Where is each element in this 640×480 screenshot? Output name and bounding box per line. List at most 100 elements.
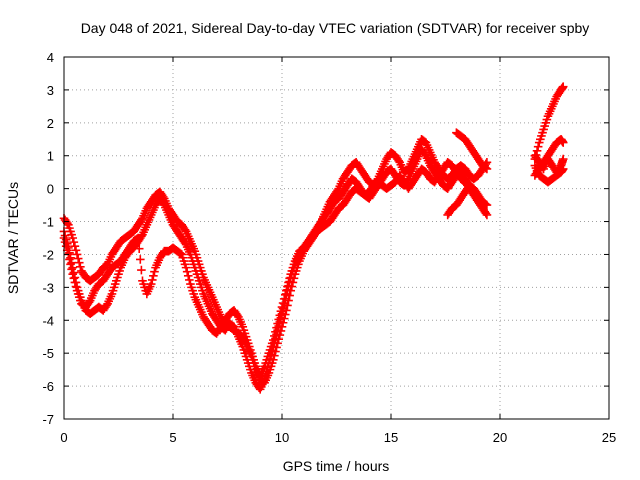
data-point [113, 273, 122, 282]
y-axis-label: SDTVAR / TECUs [5, 182, 21, 294]
data-point [193, 273, 203, 282]
data-point [149, 271, 158, 281]
data-point [183, 271, 193, 281]
data-point [274, 315, 284, 324]
data-point [261, 371, 270, 380]
data-point [150, 267, 159, 277]
data-point [70, 241, 80, 251]
y-tick-label: -5 [42, 346, 54, 361]
data-point [112, 276, 121, 286]
data-point [139, 279, 148, 289]
data-point [60, 237, 70, 247]
data-point [62, 246, 72, 255]
data-point [288, 263, 298, 272]
x-axis-label: GPS time / hours [283, 458, 390, 474]
data-point [279, 294, 289, 304]
data-point [185, 275, 194, 285]
data-point [276, 306, 286, 316]
data-point [188, 256, 197, 266]
data-point [481, 199, 491, 209]
data-point [109, 283, 119, 292]
data-point [270, 351, 279, 360]
data-point [147, 275, 157, 285]
data-point [266, 342, 276, 351]
data-point [66, 260, 75, 269]
data-point [186, 279, 195, 289]
data-point [272, 343, 281, 352]
x-tick-label: 0 [60, 430, 67, 445]
data-point [132, 234, 142, 244]
y-tick-label: -2 [42, 247, 54, 262]
data-point [189, 289, 199, 299]
data-point [69, 237, 79, 247]
data-point [194, 276, 204, 286]
data-point [277, 322, 287, 332]
data-point [73, 289, 83, 299]
data-point [536, 134, 545, 144]
data-point [197, 283, 206, 292]
data-point [115, 266, 124, 276]
data-point [243, 339, 253, 348]
data-point [138, 276, 147, 286]
data-point [534, 138, 544, 147]
data-point [541, 118, 551, 128]
data-point [72, 250, 82, 259]
data-point [248, 352, 257, 361]
data-point [187, 283, 196, 292]
data-point [282, 286, 291, 295]
data-point [64, 220, 73, 230]
data-point [249, 355, 258, 365]
data-point [238, 322, 248, 332]
data-point [241, 332, 251, 342]
data-point [136, 255, 145, 264]
data-point [72, 286, 82, 295]
chart-title: Day 048 of 2021, Sidereal Day-to-day VTE… [81, 20, 590, 36]
data-point [542, 115, 552, 124]
data-point [275, 311, 285, 320]
data-point [107, 289, 117, 299]
y-tick-label: -1 [42, 215, 54, 230]
x-tick-label: 15 [384, 430, 398, 445]
data-point [71, 282, 81, 291]
data-point [279, 314, 289, 323]
data-point [177, 250, 187, 259]
data-point [558, 138, 568, 147]
data-point [68, 269, 78, 279]
data-point [240, 329, 250, 338]
data-point [262, 355, 272, 365]
x-tick-label: 5 [169, 430, 176, 445]
data-point [65, 255, 74, 264]
data-point [246, 345, 255, 355]
data-point [260, 362, 269, 371]
data-point [76, 262, 85, 272]
data-point [264, 348, 274, 358]
data-point [74, 292, 84, 302]
data-point [286, 269, 296, 279]
data-point [261, 358, 270, 368]
data-points [59, 82, 568, 394]
data-point [263, 352, 273, 361]
data-point [179, 256, 189, 266]
data-point [188, 286, 197, 295]
data-point [270, 331, 279, 341]
data-point [69, 274, 79, 283]
data-point [70, 278, 80, 287]
data-point [71, 246, 81, 255]
data-point [198, 286, 207, 295]
y-tick-label: 3 [47, 83, 54, 98]
grid-lines [64, 57, 609, 419]
data-point [110, 279, 120, 289]
data-point [285, 274, 294, 283]
data-point [482, 210, 492, 220]
data-point [532, 146, 542, 156]
data-point [73, 254, 83, 263]
x-tick-label: 10 [275, 430, 289, 445]
data-point [108, 286, 118, 295]
data-point [265, 345, 275, 355]
data-point [272, 323, 281, 332]
y-tick-label: 2 [47, 116, 54, 131]
data-point [180, 260, 190, 269]
data-point [273, 319, 282, 328]
data-point [134, 244, 144, 253]
